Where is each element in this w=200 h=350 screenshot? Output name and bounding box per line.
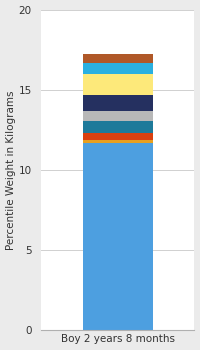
Bar [83,94,153,111]
Bar [83,111,153,121]
Bar [83,143,153,330]
Bar [83,121,153,133]
Y-axis label: Percentile Weight in Kilograms: Percentile Weight in Kilograms [6,90,16,250]
Bar [83,140,153,143]
Bar [83,74,153,94]
Bar [83,55,153,63]
Bar [83,63,153,74]
Bar [83,133,153,140]
